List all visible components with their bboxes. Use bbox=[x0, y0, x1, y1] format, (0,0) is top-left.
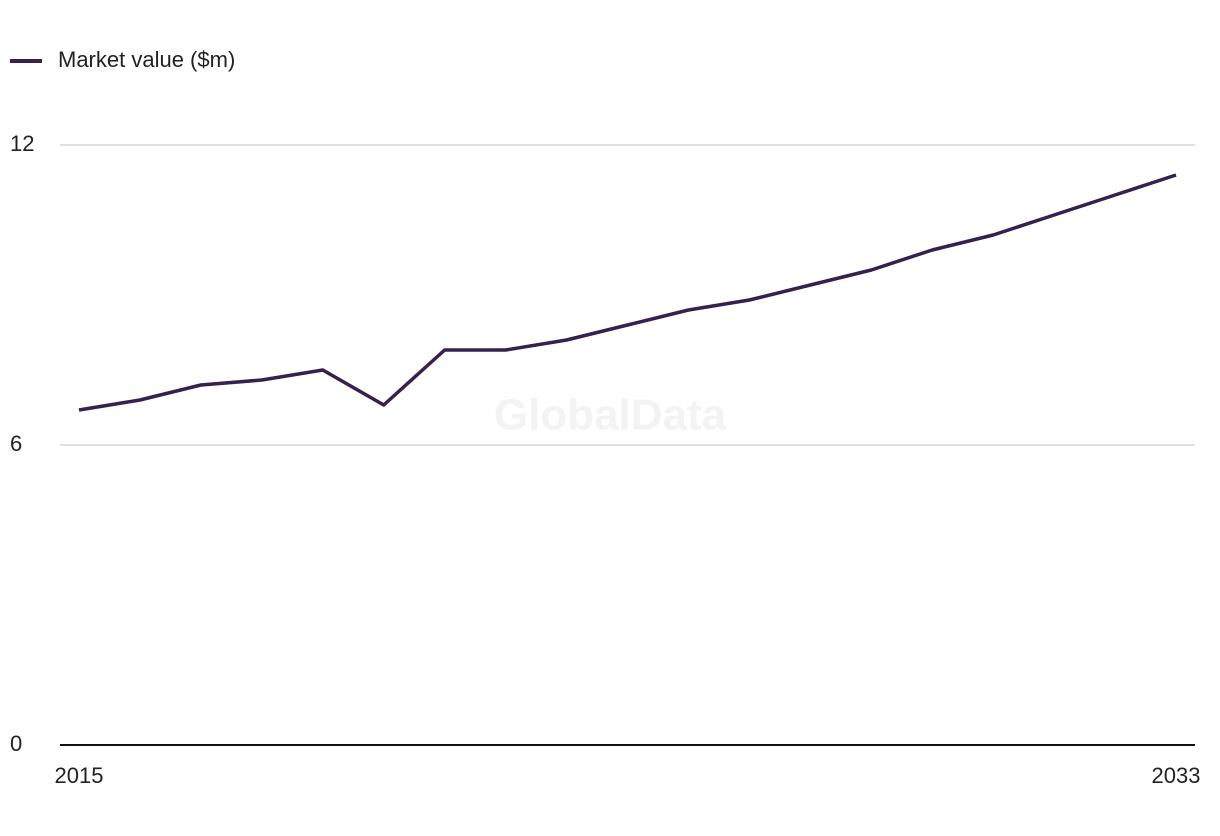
y-tick-label: 12 bbox=[10, 131, 34, 156]
x-tick-label: 2033 bbox=[1152, 763, 1201, 788]
line bbox=[78, 173, 1177, 412]
watermark: GlobalData bbox=[494, 391, 727, 440]
y-tick-label: 0 bbox=[10, 731, 22, 756]
y-tick-label: 6 bbox=[10, 431, 22, 456]
legend-label: Market value ($m) bbox=[58, 47, 235, 72]
x-tick-label: 2015 bbox=[55, 763, 104, 788]
